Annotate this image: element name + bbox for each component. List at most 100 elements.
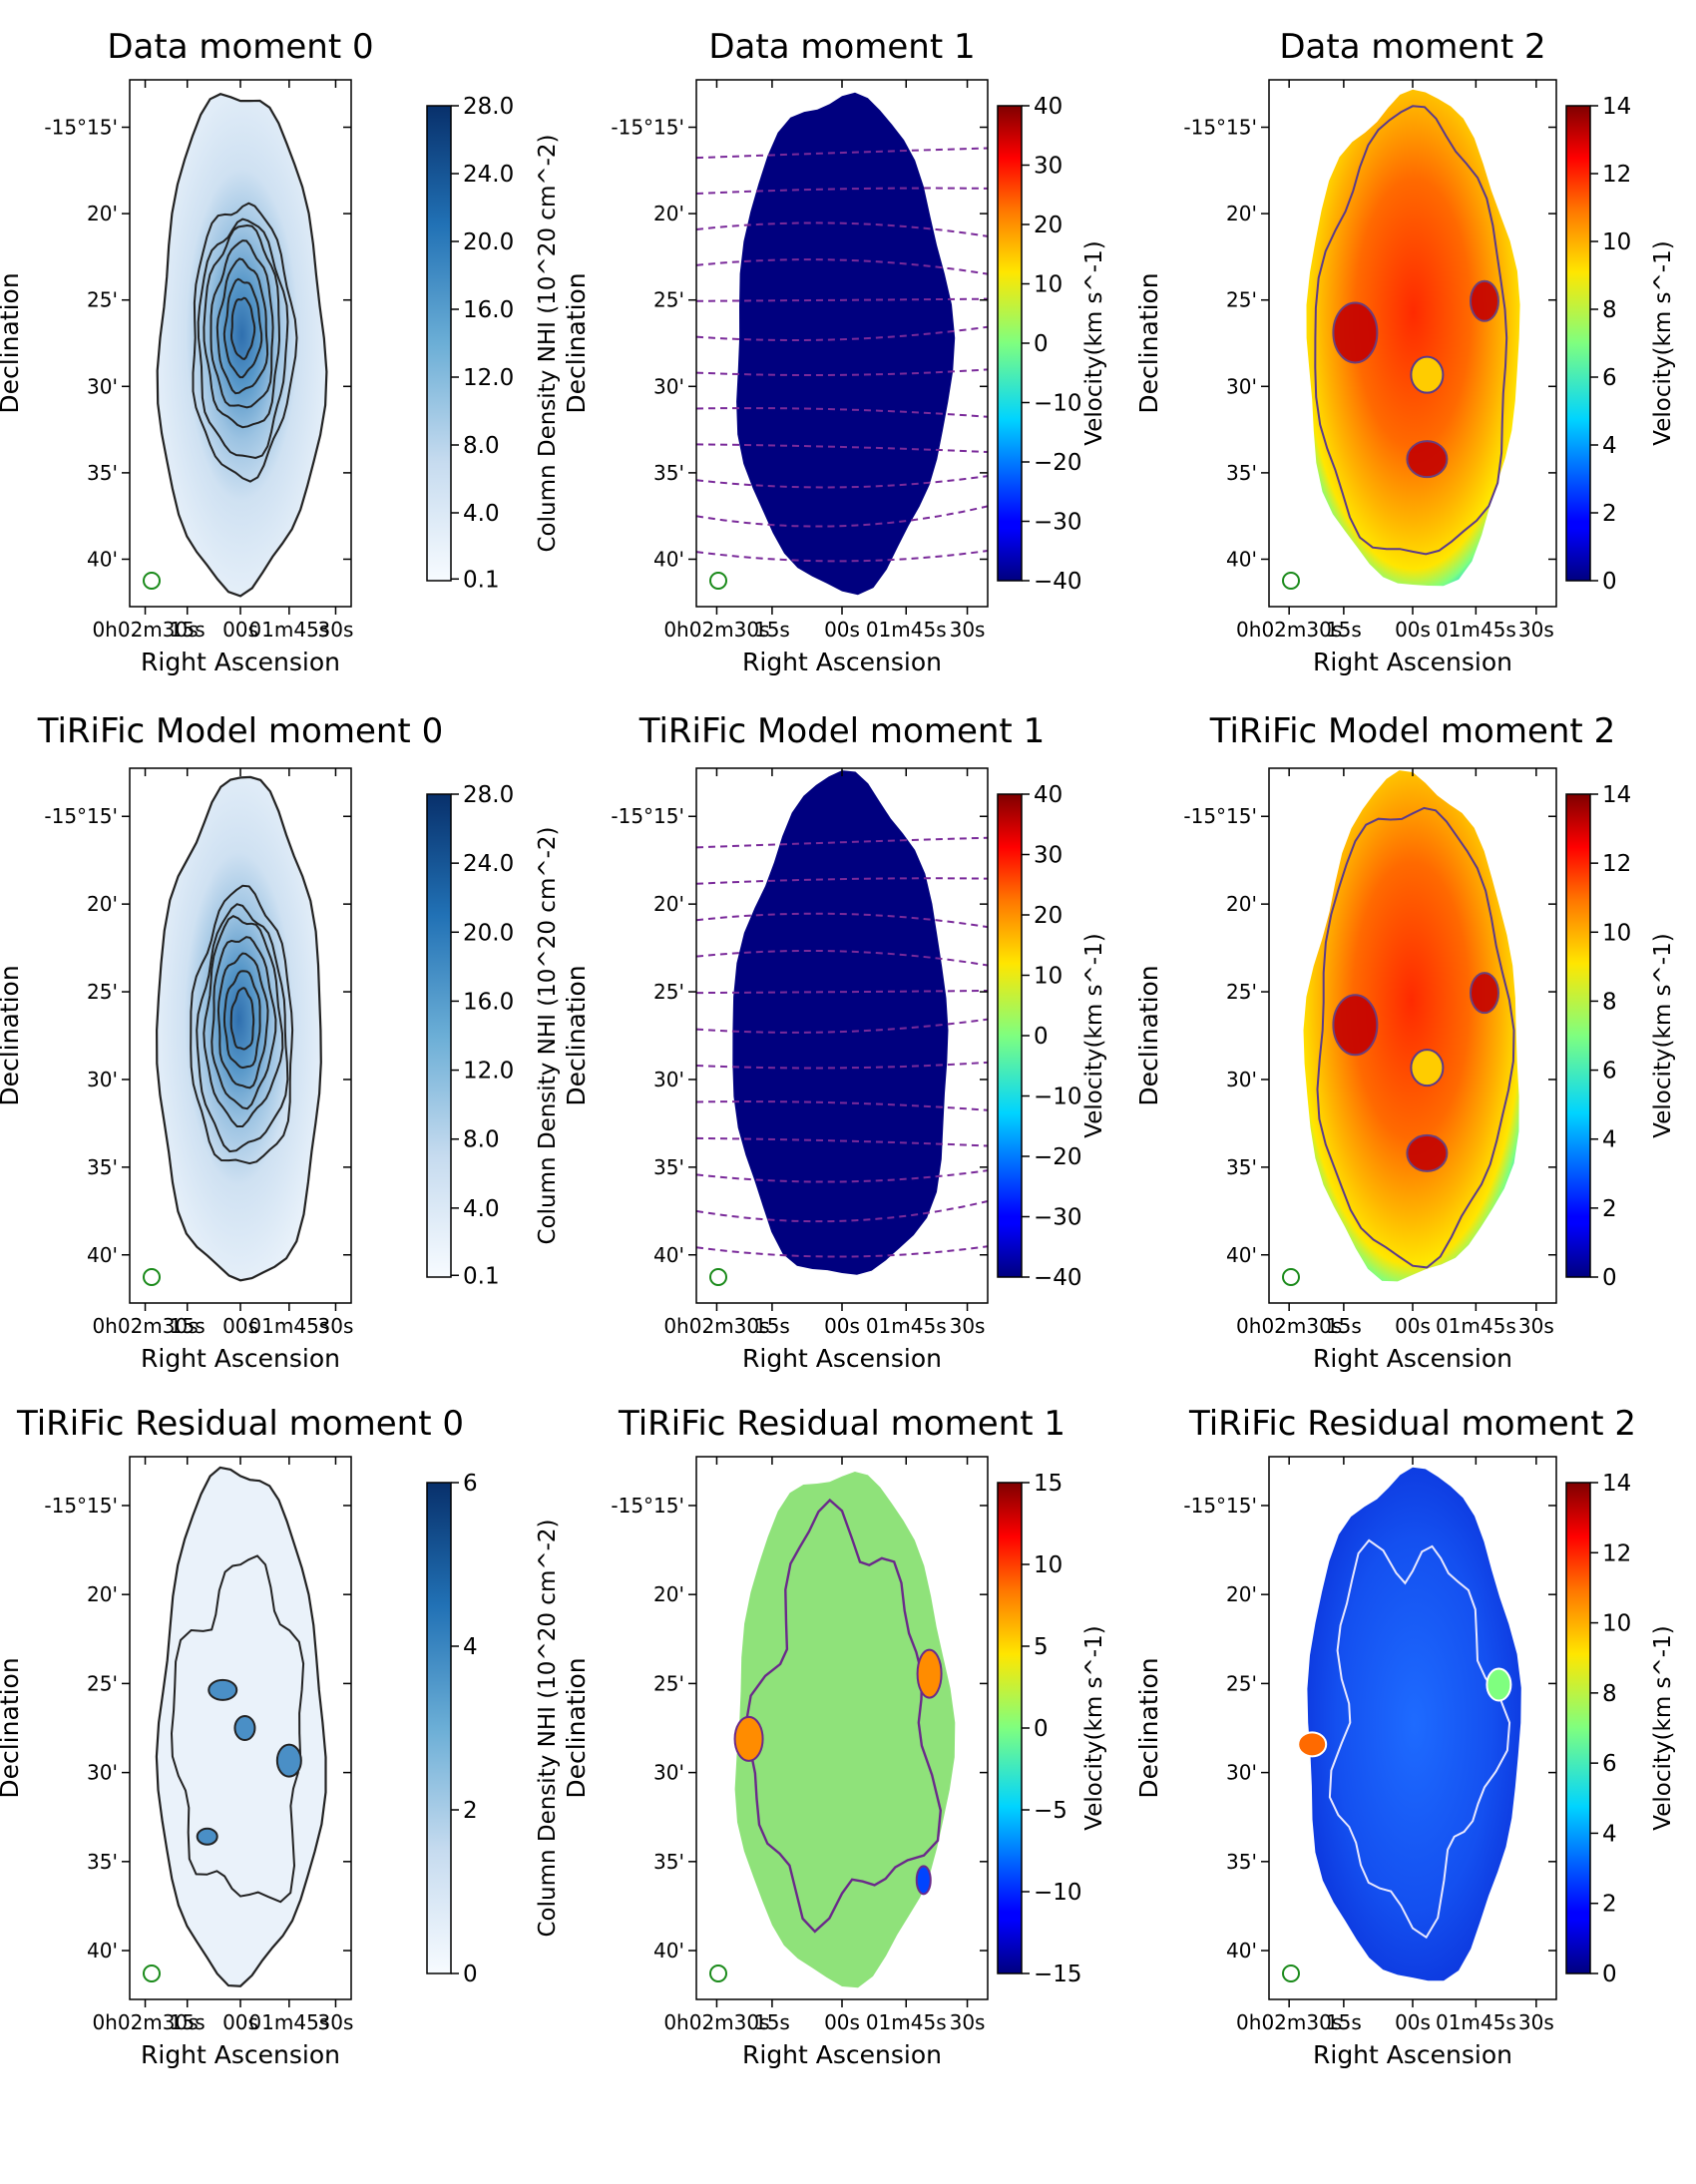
dec-tick-label: 25' — [87, 980, 118, 1004]
dec-tick-label: 30' — [653, 1068, 684, 1092]
colorbar-tick-label: 8.0 — [463, 433, 500, 459]
colorbar-tick-label: 12 — [1602, 162, 1631, 188]
colorbar-tick-label: 10 — [1034, 1552, 1062, 1578]
density-contour — [229, 296, 256, 360]
colorbar-tick-label: −10 — [1034, 391, 1082, 417]
dec-tick-label: 30' — [87, 1068, 118, 1092]
isovelocity-contour — [696, 1136, 988, 1147]
colorbar-tick-label: 0 — [1602, 1962, 1617, 1987]
isovelocity-contour — [696, 443, 988, 453]
beam-marker — [143, 1268, 161, 1286]
dec-tick-label: 35' — [1226, 1155, 1257, 1179]
density-contour — [190, 884, 294, 1165]
dec-tick-label: 20' — [87, 1582, 118, 1606]
colorbar-label: Velocity(km s^-1) — [1081, 240, 1107, 445]
colorbar-tick-label: 40 — [1034, 782, 1062, 808]
dec-tick-label: 35' — [1226, 1850, 1257, 1874]
low-dispersion-region — [1410, 355, 1445, 394]
residual-peak — [233, 1715, 256, 1741]
density-contour — [170, 1554, 305, 1904]
ra-tick-label: 0h02m30s — [92, 2010, 198, 2034]
dec-tick-label: 20' — [1226, 202, 1257, 225]
x-axis-label: Right Ascension — [1313, 1344, 1512, 1373]
density-contour — [222, 277, 263, 379]
dec-tick-label: 30' — [1226, 374, 1257, 398]
panel-title: TiRiFic Residual moment 0 — [16, 1404, 464, 1444]
colorbar-tick-label: 6 — [1602, 365, 1617, 391]
dec-tick-label: 25' — [87, 1671, 118, 1695]
ra-tick-label: 00s — [824, 2010, 860, 2034]
colorbar-tick-label: 4 — [463, 1634, 478, 1660]
ra-tick-label: 00s — [1395, 1314, 1431, 1338]
colorbar-tick-label: 12.0 — [463, 1059, 514, 1085]
density-contour — [229, 987, 255, 1051]
dec-tick-label: 20' — [653, 892, 684, 916]
dec-tick-label: 30' — [1226, 1068, 1257, 1092]
dec-tick-label: 40' — [1226, 547, 1257, 571]
isovelocity-contour — [696, 550, 988, 563]
high-dispersion-region — [1332, 994, 1379, 1057]
residual-velocity-feature — [915, 1865, 932, 1896]
y-axis-label: Declination — [562, 272, 591, 413]
dec-tick-label: -15°15' — [1183, 116, 1257, 140]
y-axis-label: Declination — [1134, 272, 1163, 413]
colorbar — [426, 1482, 452, 1974]
colorbar-tick-label: 8 — [1602, 989, 1617, 1015]
density-contour — [222, 970, 261, 1070]
colorbar-tick-label: 4 — [1602, 1821, 1617, 1847]
dec-tick-label: -15°15' — [1183, 804, 1257, 828]
ra-tick-label: 15s — [170, 2010, 206, 2034]
colorbar-tick-label: −10 — [1034, 1880, 1082, 1906]
colorbar-tick-label: 2 — [1602, 1196, 1617, 1222]
colorbar-tick-label: 40 — [1034, 94, 1062, 120]
ra-tick-label: 0h02m30s — [92, 618, 198, 642]
colorbar-tick-label: 28.0 — [463, 782, 514, 808]
colorbar-label: Velocity(km s^-1) — [1650, 240, 1676, 445]
colorbar — [426, 793, 452, 1278]
ra-tick-label: 15s — [754, 1314, 790, 1338]
colorbar-tick-label: 20 — [1034, 213, 1062, 238]
colorbar-tick-label: 24.0 — [463, 851, 514, 877]
ra-tick-label: 01m45s — [248, 1314, 329, 1338]
y-axis-label: Declination — [562, 1657, 591, 1798]
isovelocity-contour — [696, 1018, 988, 1034]
panel-7: TiRiFic Residual moment 0 -15°15' 20' 25' 30… — [0, 1404, 561, 2069]
dec-tick-label: 40' — [1226, 1243, 1257, 1267]
ra-tick-label: 0h02m30s — [1236, 2010, 1342, 2034]
dec-tick-label: 20' — [87, 892, 118, 916]
galaxy-emission — [156, 93, 328, 598]
colorbar-tick-label: −20 — [1034, 450, 1082, 476]
dec-tick-label: -15°15' — [44, 1494, 118, 1518]
ra-tick-label: 30s — [950, 618, 986, 642]
x-axis-label: Right Ascension — [1313, 648, 1512, 676]
x-axis-label: Right Ascension — [141, 2040, 340, 2069]
density-contour — [203, 223, 281, 429]
dec-tick-label: 25' — [1226, 980, 1257, 1004]
dec-tick-label: 25' — [653, 1671, 684, 1695]
beam-marker — [1282, 1268, 1300, 1286]
colorbar-tick-label: 14 — [1602, 782, 1631, 808]
dec-tick-label: -15°15' — [611, 804, 684, 828]
colorbar-tick-label: 0 — [1602, 1265, 1617, 1291]
colorbar-tick-label: 0 — [463, 1962, 478, 1987]
x-axis-label: Right Ascension — [141, 648, 340, 676]
ra-tick-label: 0h02m30s — [92, 1314, 198, 1338]
ra-tick-label: 0h02m30s — [663, 618, 769, 642]
beam-marker — [709, 1965, 727, 1982]
colorbar-label: Velocity(km s^-1) — [1650, 933, 1676, 1137]
ra-tick-label: 0h02m30s — [1236, 618, 1342, 642]
colorbar-tick-label: 12 — [1602, 851, 1631, 877]
x-axis-label: Right Ascension — [742, 648, 942, 676]
dec-tick-label: 30' — [1226, 1761, 1257, 1785]
dec-tick-label: 35' — [87, 1155, 118, 1179]
panel-title: TiRiFic Model moment 1 — [638, 711, 1045, 751]
colorbar — [1565, 105, 1591, 582]
panel-4: TiRiFic Model moment 0 -15°15' 20' 25' 30' 35… — [0, 711, 561, 1373]
dec-tick-label: 30' — [87, 374, 118, 398]
isovelocity-contour — [696, 877, 988, 885]
dec-tick-label: 25' — [1226, 288, 1257, 312]
panel-3: Data moment 2 -15°15' 20' 25' 30' 35' 40' 0h02m… — [1134, 27, 1676, 676]
colorbar-tick-label: 16.0 — [463, 989, 514, 1015]
colorbar-tick-label: −40 — [1034, 569, 1082, 595]
dec-tick-label: 20' — [1226, 1582, 1257, 1606]
